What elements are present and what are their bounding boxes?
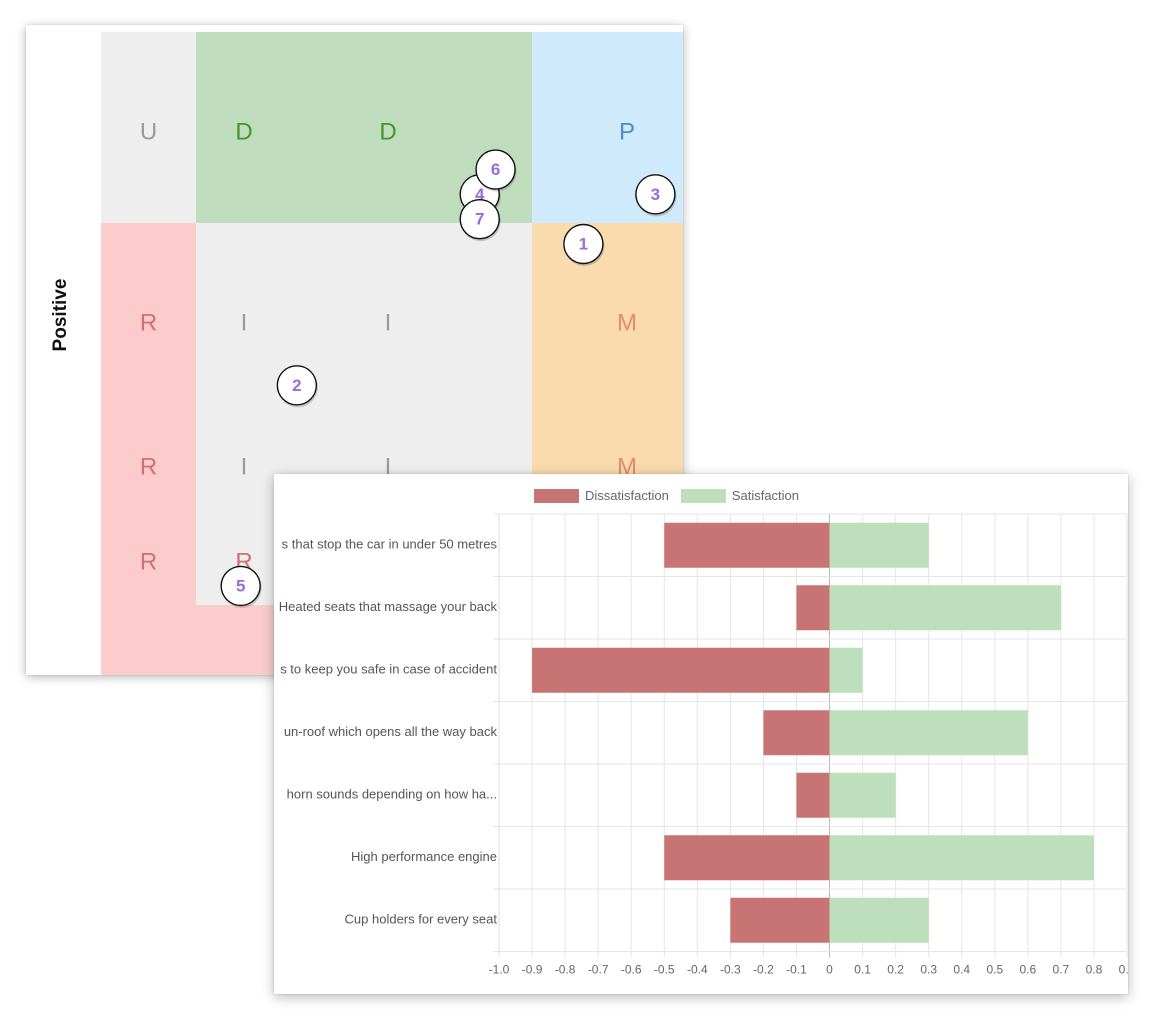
matrix-cell-0-0	[101, 32, 196, 223]
bar-dissatisfaction-3[interactable]	[763, 710, 830, 756]
svg-text:4: 4	[475, 185, 485, 204]
matrix-cell-1-3	[532, 223, 683, 414]
matrix-cell-1-2	[340, 223, 532, 414]
matrix-letter-1-1: I	[241, 309, 248, 336]
chart-legend: Dissatisfaction Satisfaction	[274, 488, 1128, 503]
bar-dissatisfaction-6[interactable]	[730, 897, 830, 943]
matrix-letter-1-0: R	[140, 309, 157, 336]
svg-text:1: 1	[579, 234, 588, 253]
matrix-cell-0-2	[340, 32, 532, 223]
svg-text:2: 2	[292, 376, 301, 395]
matrix-cell-2-0	[101, 414, 196, 605]
category-label: un-roof which opens all the way back	[284, 724, 498, 739]
bar-dissatisfaction-0[interactable]	[664, 522, 830, 568]
bar-dissatisfaction-2[interactable]	[532, 647, 830, 693]
matrix-letter-2-3: M	[617, 453, 637, 480]
svg-text:5: 5	[236, 576, 245, 595]
x-tick-label: 0.3	[920, 963, 937, 977]
feature-marker-2[interactable]: 2	[276, 365, 318, 408]
x-tick-label: -0.2	[753, 963, 774, 977]
matrix-letter-1-3: M	[617, 309, 637, 336]
x-tick-label: 0.5	[986, 963, 1003, 977]
bar-dissatisfaction-5[interactable]	[664, 835, 830, 881]
svg-text:3: 3	[651, 185, 660, 204]
x-tick-label: 0.2	[887, 963, 904, 977]
matrix-letter-2-2: I	[385, 453, 392, 480]
x-tick-label: 0.4	[953, 963, 970, 977]
bar-satisfaction-5[interactable]	[829, 835, 1094, 881]
matrix-letter-0-3: P	[619, 118, 635, 145]
matrix-letter-1-2: I	[385, 309, 392, 336]
matrix-cell-0-1	[196, 32, 340, 223]
bar-dissatisfaction-1[interactable]	[796, 585, 830, 631]
x-tick-label: -0.5	[654, 963, 675, 977]
x-tick-label: -0.1	[786, 963, 807, 977]
x-tick-label: 0.6	[1019, 963, 1036, 977]
category-label: s that stop the car in under 50 metres	[282, 537, 498, 552]
feature-marker-5[interactable]: 5	[220, 565, 262, 608]
svg-text:6: 6	[491, 160, 500, 179]
x-tick-label: -1.0	[489, 963, 510, 977]
x-tick-label: 0.9	[1119, 963, 1128, 977]
bar-dissatisfaction-4[interactable]	[796, 772, 830, 818]
category-label: Heated seats that massage your back	[279, 599, 498, 614]
matrix-letter-0-0: U	[140, 118, 157, 145]
matrix-letter-3-0: R	[140, 548, 157, 575]
matrix-letter-0-1: D	[235, 118, 252, 145]
matrix-cell-1-1	[196, 223, 340, 414]
bar-satisfaction-6[interactable]	[829, 897, 929, 943]
category-label: horn sounds depending on how ha...	[287, 787, 497, 802]
matrix-letter-2-1: I	[241, 453, 248, 480]
legend-swatch-dissatisfaction	[534, 488, 579, 503]
x-tick-label: 0.8	[1086, 963, 1103, 977]
feature-marker-3[interactable]: 3	[635, 174, 677, 217]
matrix-cell-1-0	[101, 223, 196, 414]
matrix-cell-3-0	[101, 605, 196, 675]
matrix-letter-0-2: D	[379, 118, 396, 145]
x-tick-label: -0.9	[522, 963, 543, 977]
feature-marker-6[interactable]: 6	[475, 149, 517, 192]
svg-text:7: 7	[475, 210, 484, 229]
bar-satisfaction-1[interactable]	[829, 585, 1061, 631]
feature-marker-7[interactable]: 7	[459, 198, 501, 242]
legend-label-dissatisfaction: Dissatisfaction	[585, 488, 669, 503]
bar-satisfaction-3[interactable]	[829, 710, 1028, 756]
x-tick-label: 0	[826, 963, 833, 977]
feature-marker-1[interactable]: 1	[563, 223, 605, 267]
x-tick-label: 0.1	[854, 963, 871, 977]
bar-chart-plot: -1.0 -0.9 -0.8 -0.7 -0.6 -0.5 -0.4 -0.3 -0.2 -0.1…	[279, 513, 1128, 977]
legend-swatch-satisfaction	[680, 488, 726, 503]
matrix-letter-2-0: R	[140, 453, 157, 480]
x-tick-label: 0.7	[1053, 963, 1070, 977]
legend-label-satisfaction: Satisfaction	[731, 488, 800, 503]
x-tick-label: -0.3	[720, 963, 741, 977]
category-label: High performance engine	[351, 849, 497, 864]
category-label: s to keep you safe in case of accident	[280, 662, 497, 677]
legend-item-satisfaction[interactable]: Satisfaction	[680, 488, 800, 503]
x-tick-label: -0.7	[588, 963, 609, 977]
bar-satisfaction-0[interactable]	[829, 522, 929, 568]
satisfaction-bar-chart-card: Dissatisfaction Satisfaction -1.0 -0.9 -0.…	[274, 474, 1128, 994]
category-label: Cup holders for every seat	[345, 912, 498, 927]
bar-satisfaction-4[interactable]	[829, 772, 896, 818]
x-tick-label: -0.8	[555, 963, 576, 977]
x-tick-label: -0.6	[621, 963, 642, 977]
x-tick-label: -0.4	[687, 963, 708, 977]
bar-satisfaction-2[interactable]	[829, 647, 863, 693]
legend-item-dissatisfaction[interactable]: Dissatisfaction	[534, 488, 669, 503]
